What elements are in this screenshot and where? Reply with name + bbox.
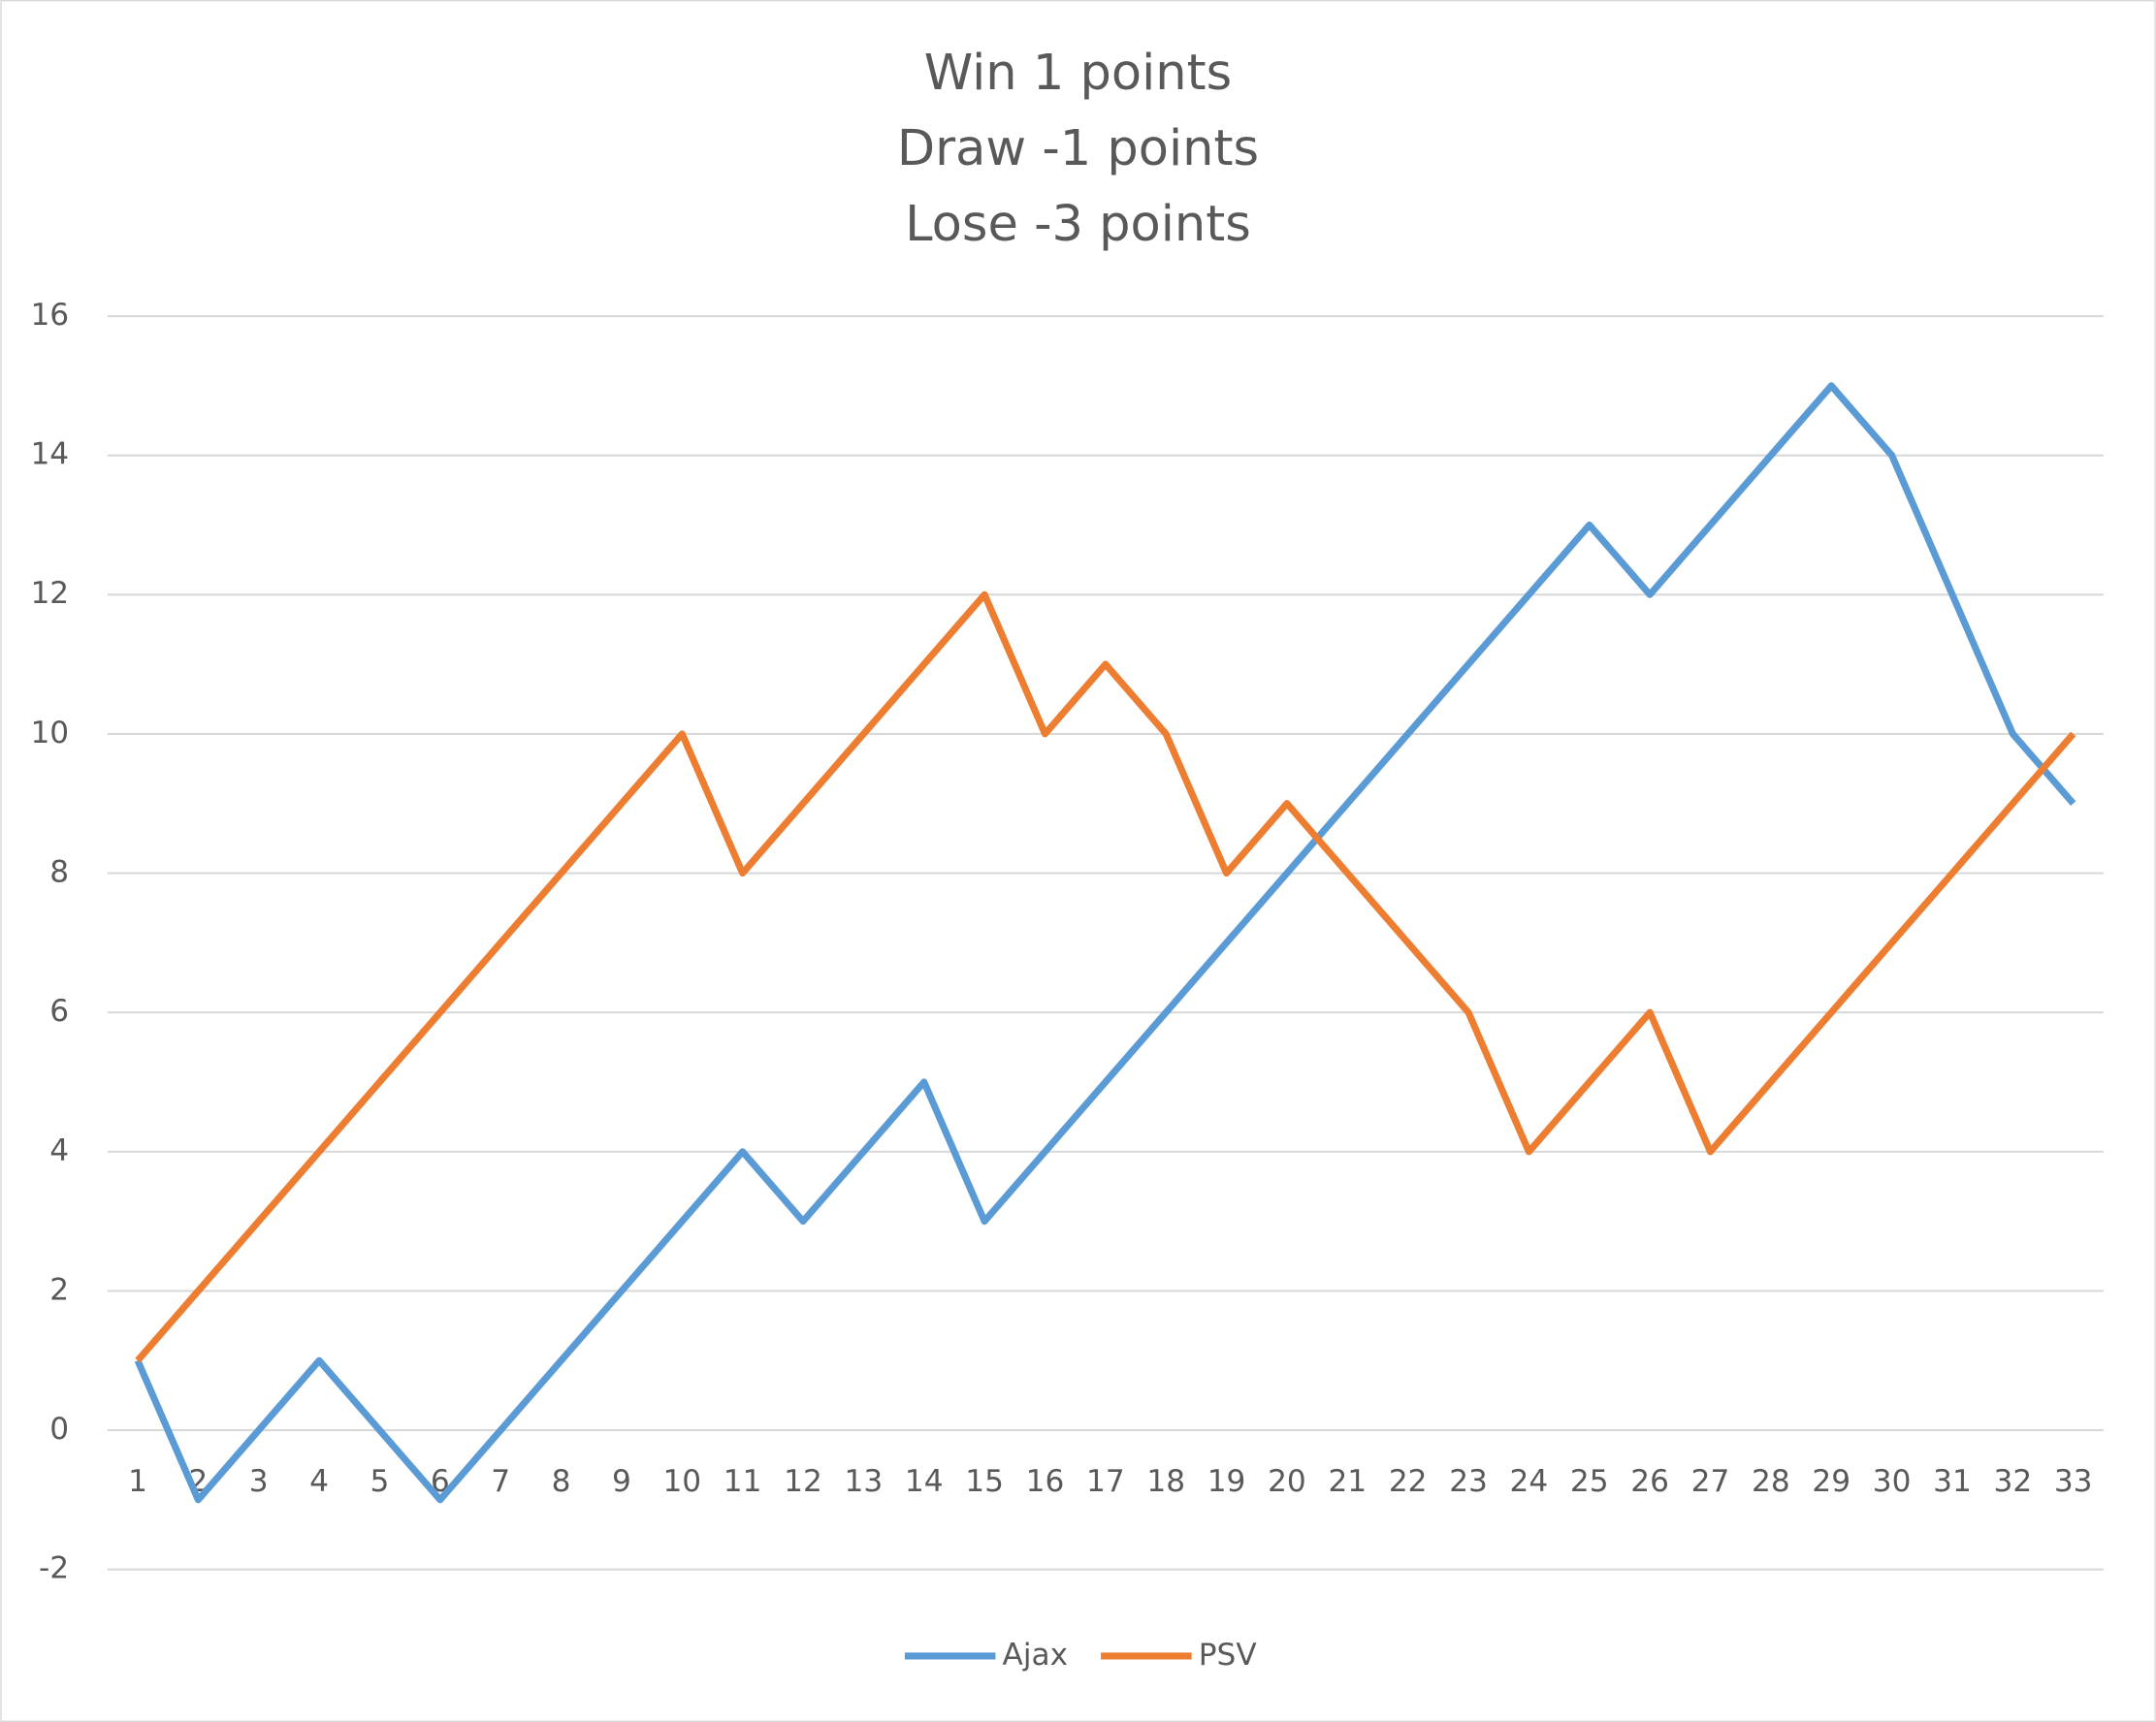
x-tick-label: 22	[1389, 1464, 1428, 1499]
x-tick-label: 29	[1812, 1464, 1850, 1499]
x-tick-label: 32	[1993, 1464, 2032, 1499]
legend-label: Ajax	[1003, 1638, 1069, 1673]
x-tick-label: 11	[724, 1464, 762, 1499]
x-tick-label: 19	[1207, 1464, 1246, 1499]
x-tick-label: 4	[309, 1464, 329, 1499]
x-tick-label: 31	[1933, 1464, 1972, 1499]
y-tick-label: 12	[30, 576, 69, 611]
y-tick-label: 4	[49, 1133, 69, 1168]
x-tick-label: 21	[1328, 1464, 1367, 1499]
chart-title: Lose -3 points	[905, 196, 1251, 253]
legend: Ajax PSV	[904, 1638, 1258, 1673]
y-tick-label: 10	[30, 716, 69, 750]
x-tick-label: 15	[965, 1464, 1004, 1499]
y-tick-label: 2	[49, 1272, 69, 1307]
x-tick-label: 30	[1873, 1464, 1912, 1499]
x-tick-label: 17	[1086, 1464, 1125, 1499]
x-tick-label: 3	[249, 1464, 269, 1499]
x-tick-label: 9	[612, 1464, 631, 1499]
y-tick-label: 0	[49, 1412, 69, 1447]
x-tick-label: 13	[845, 1464, 884, 1499]
x-tick-label: 26	[1630, 1464, 1669, 1499]
x-tick-label: 1	[128, 1464, 147, 1499]
y-tick-label: 16	[30, 298, 69, 333]
x-tick-label: 23	[1449, 1464, 1488, 1499]
chart-title: Draw -1 points	[897, 120, 1259, 177]
y-tick-label: -2	[39, 1551, 69, 1586]
x-tick-label: 20	[1268, 1464, 1306, 1499]
x-tick-label: 18	[1146, 1464, 1185, 1499]
x-tick-label: 10	[662, 1464, 701, 1499]
x-tick-label: 16	[1026, 1464, 1065, 1499]
series-line	[134, 382, 2076, 1504]
x-tick-label: 8	[552, 1464, 571, 1499]
x-tick-label: 7	[491, 1464, 510, 1499]
x-tick-label: 27	[1691, 1464, 1730, 1499]
x-tick-label: 14	[905, 1464, 944, 1499]
x-tick-label: 24	[1510, 1464, 1549, 1499]
chart-title: Win 1 points	[924, 45, 1232, 102]
y-tick-label: 6	[49, 994, 69, 1029]
x-tick-label: 33	[2054, 1464, 2093, 1499]
y-tick-label: 8	[49, 855, 69, 890]
legend-label: PSV	[1199, 1638, 1258, 1673]
x-tick-label: 28	[1752, 1464, 1790, 1499]
x-tick-label: 5	[370, 1464, 390, 1499]
x-tick-label: 12	[784, 1464, 822, 1499]
x-tick-label: 25	[1570, 1464, 1609, 1499]
series-line	[135, 590, 2076, 1363]
y-tick-label: 14	[30, 437, 69, 472]
